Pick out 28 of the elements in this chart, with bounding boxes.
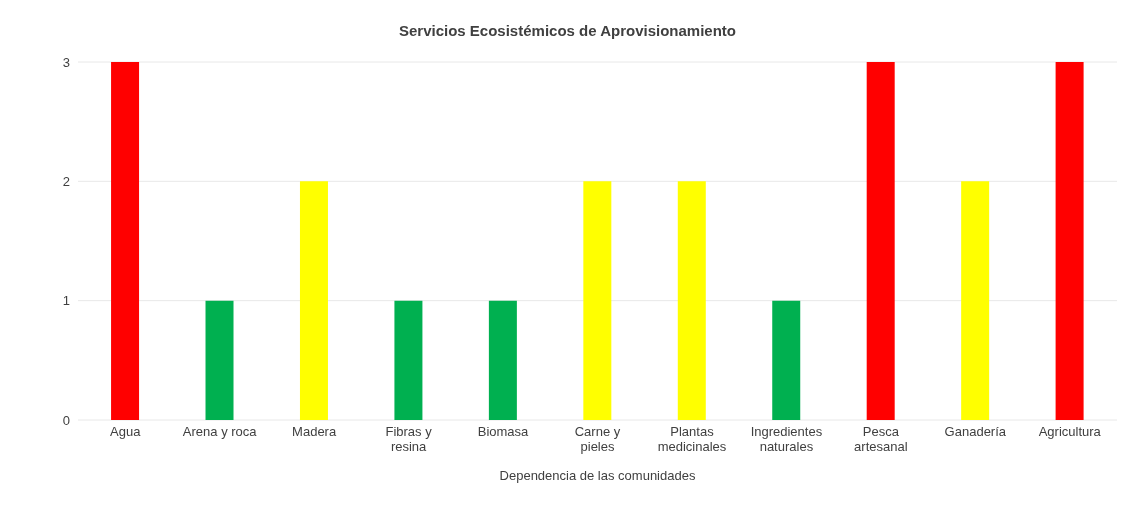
bar <box>205 300 234 420</box>
bar <box>866 62 895 420</box>
y-tick-label: 2 <box>62 173 70 189</box>
bar <box>772 300 801 420</box>
bar <box>111 62 140 420</box>
y-tick-label: 0 <box>62 412 70 428</box>
x-tick-label: Arena y roca <box>182 424 258 439</box>
x-tick-label: Plantas medicinales <box>657 424 727 454</box>
x-tick-label: Ingredientes naturales <box>750 424 823 454</box>
x-tick-label: Pesca artesanal <box>854 424 908 454</box>
x-tick-label: Agricultura <box>1038 424 1102 439</box>
y-tick-label: 1 <box>62 293 70 309</box>
x-tick-label: Carne y pieles <box>574 424 621 454</box>
bar <box>1055 62 1084 420</box>
x-tick-label: Fibras y resina <box>385 424 433 454</box>
x-tick-label: Agua <box>110 424 142 439</box>
x-axis-title: Dependencia de las comunidades <box>499 468 696 483</box>
bar <box>299 181 328 420</box>
bar <box>583 181 612 420</box>
chart-title: Servicios Ecosistémicos de Aprovisionamiento <box>397 22 738 39</box>
bar <box>961 181 990 420</box>
x-tick-label: Madera <box>292 424 337 439</box>
bar <box>677 181 706 420</box>
bar <box>488 300 517 420</box>
bar <box>394 300 423 420</box>
x-tick-label: Ganadería <box>944 424 1007 439</box>
x-tick-label: Biomasa <box>477 424 530 439</box>
y-tick-label: 3 <box>62 54 70 70</box>
